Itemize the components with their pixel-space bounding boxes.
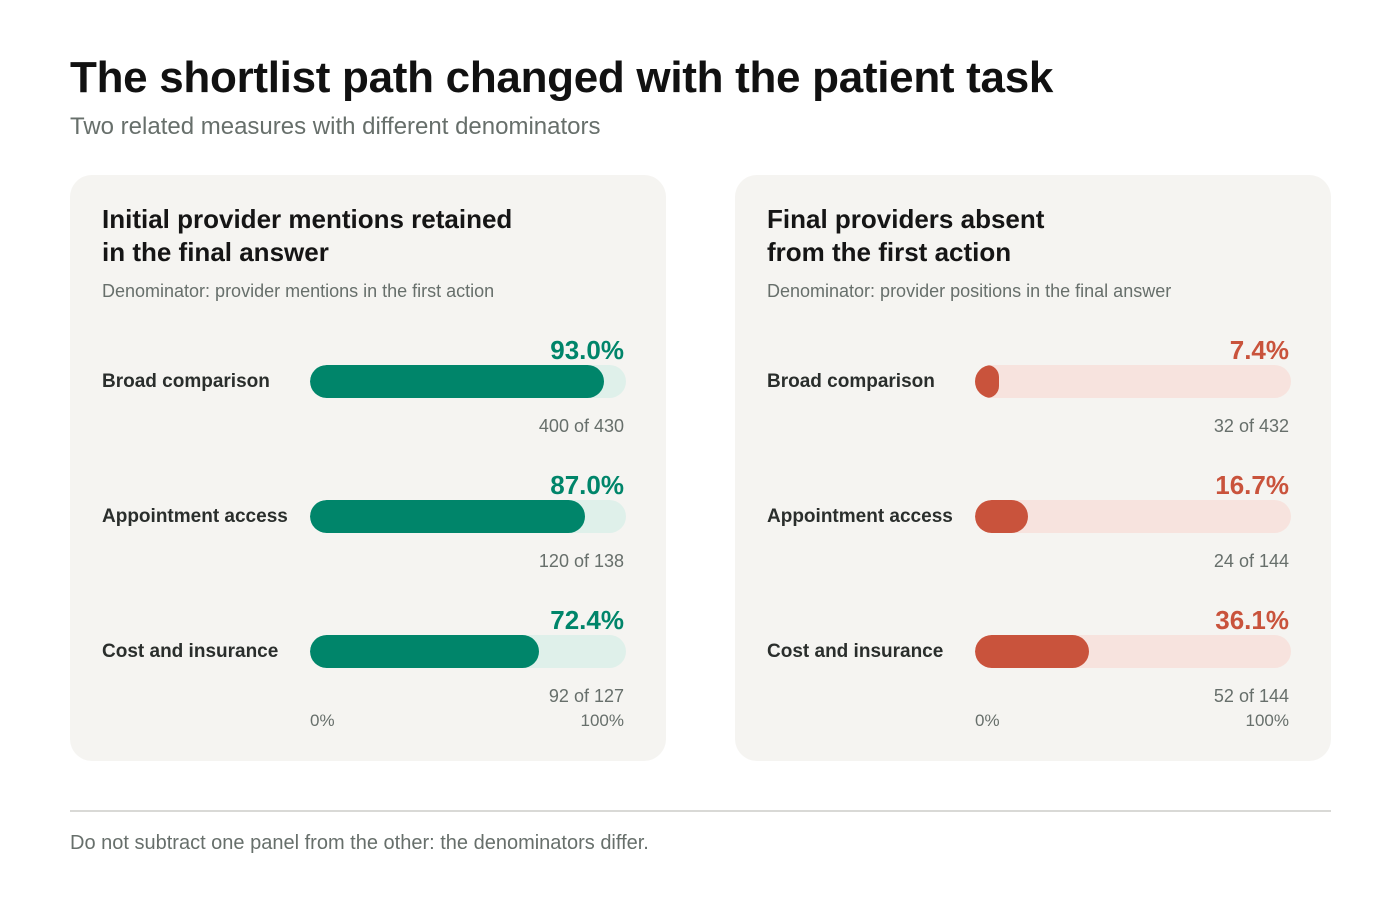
count-label: 120 of 138 <box>538 551 624 571</box>
page-title: The shortlist path changed with the pati… <box>70 53 1054 102</box>
bar-fill <box>975 635 1090 668</box>
panel-title: Final providers absent from the first ac… <box>767 204 1045 267</box>
category-label: Broad comparison <box>102 371 270 392</box>
bar-row: Cost and insurance 36.1% 52 of 144 <box>735 605 1331 723</box>
footer-divider <box>70 810 1331 812</box>
bar-track <box>975 365 1291 398</box>
footnote: Do not subtract one panel from the other… <box>70 832 649 854</box>
bar-track <box>975 500 1291 533</box>
category-label: Appointment access <box>102 506 288 527</box>
axis-max-label: 100% <box>1245 711 1289 730</box>
bar-row: Broad comparison 93.0% 400 of 430 <box>70 335 666 453</box>
bar-track <box>310 500 626 533</box>
value-label: 7.4% <box>1229 335 1289 365</box>
bar-fill <box>975 500 1028 533</box>
value-label: 93.0% <box>550 335 624 365</box>
panel-absent: Final providers absent from the first ac… <box>735 175 1331 761</box>
panel-denominator: Denominator: provider mentions in the fi… <box>102 281 495 301</box>
axis-max-label: 100% <box>580 711 624 730</box>
count-label: 400 of 430 <box>538 416 624 436</box>
panel-retained: Initial provider mentions retained in th… <box>70 175 666 761</box>
value-label: 87.0% <box>550 470 624 500</box>
category-label: Appointment access <box>767 506 953 527</box>
category-label: Cost and insurance <box>102 641 279 662</box>
value-label: 16.7% <box>1215 470 1289 500</box>
bar-fill <box>310 365 604 398</box>
value-label: 72.4% <box>550 605 624 635</box>
category-label: Broad comparison <box>767 371 935 392</box>
count-label: 52 of 144 <box>1213 686 1289 706</box>
bar-track <box>310 635 626 668</box>
bar-row: Appointment access 87.0% 120 of 138 <box>70 470 666 588</box>
bar-fill <box>310 635 539 668</box>
page-subtitle: Two related measures with different deno… <box>70 113 601 140</box>
bar-track <box>975 635 1291 668</box>
bar-fill <box>310 500 585 533</box>
count-label: 24 of 144 <box>1213 551 1289 571</box>
bar-fill <box>975 365 999 398</box>
count-label: 92 of 127 <box>548 686 624 706</box>
bar-row: Broad comparison 7.4% 32 of 432 <box>735 335 1331 453</box>
bar-track <box>310 365 626 398</box>
count-label: 32 of 432 <box>1213 416 1289 436</box>
category-label: Cost and insurance <box>767 641 944 662</box>
panel-title: Initial provider mentions retained in th… <box>102 204 513 267</box>
panel-denominator: Denominator: provider positions in the f… <box>767 281 1172 301</box>
bar-row: Cost and insurance 72.4% 92 of 127 <box>70 605 666 723</box>
value-label: 36.1% <box>1215 605 1289 635</box>
axis-min-label: 0% <box>975 711 1000 730</box>
bar-row: Appointment access 16.7% 24 of 144 <box>735 470 1331 588</box>
axis-min-label: 0% <box>310 711 335 730</box>
